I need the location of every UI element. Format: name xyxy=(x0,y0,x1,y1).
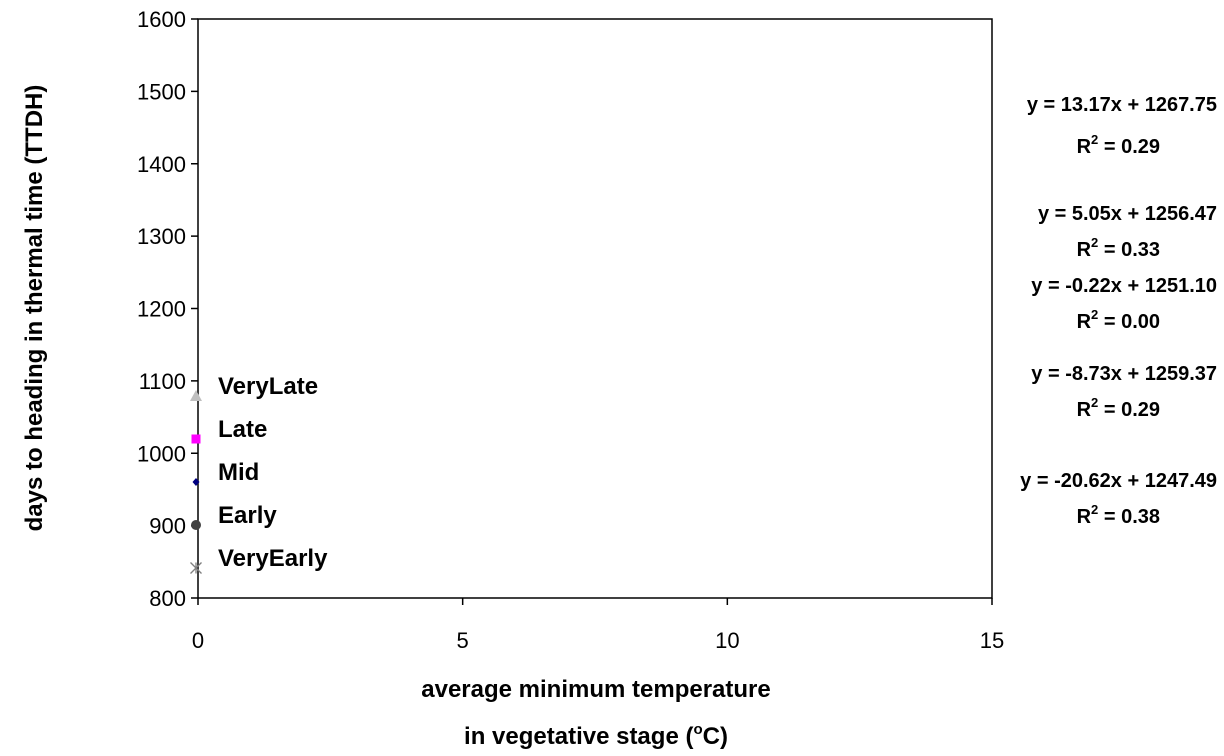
legend-label-early: Early xyxy=(218,502,277,529)
legend-label-late: Late xyxy=(218,416,267,443)
y-tick-label: 1600 xyxy=(137,7,186,32)
y-tick-label: 1300 xyxy=(137,224,186,249)
x-tick-label: 0 xyxy=(192,628,204,653)
x-tick-label: 5 xyxy=(457,628,469,653)
legend-label-veryearly: VeryEarly xyxy=(218,545,328,572)
y-tick-label: 1200 xyxy=(137,297,186,322)
equation-verylate: y = 13.17x + 1267.75 xyxy=(1027,94,1217,116)
y-axis-title: days to heading in thermal time (TTDH) xyxy=(21,85,48,532)
r-squared-late: R2 = 0.33 xyxy=(1077,235,1160,261)
x-tick-label: 15 xyxy=(980,628,1004,653)
y-tick-label: 800 xyxy=(149,586,186,611)
r-squared-verylate: R2 = 0.29 xyxy=(1077,132,1160,158)
legend-label-verylate: VeryLate xyxy=(218,373,318,400)
r-squared-early: R2 = 0.29 xyxy=(1077,395,1160,421)
legend-label-mid: Mid xyxy=(218,459,259,486)
equation-mid: y = -0.22x + 1251.10 xyxy=(1031,275,1217,297)
y-tick-label: 1500 xyxy=(137,79,186,104)
equation-veryearly: y = -20.62x + 1247.49 xyxy=(1020,470,1217,492)
y-tick-label: 900 xyxy=(149,514,186,539)
x-axis-title-line2: in vegetative stage (oC) xyxy=(464,721,728,750)
equation-late: y = 5.05x + 1256.47 xyxy=(1038,203,1217,225)
legend-marker-late xyxy=(192,435,201,444)
y-tick-label: 1100 xyxy=(139,369,186,394)
r-squared-mid: R2 = 0.00 xyxy=(1077,307,1160,333)
x-axis-title-line1: average minimum temperature xyxy=(421,676,770,703)
y-tick-label: 1000 xyxy=(137,441,186,466)
legend-marker-early xyxy=(191,520,201,530)
plot-frame xyxy=(198,19,992,598)
x-tick-label: 10 xyxy=(715,628,739,653)
y-tick-label: 1400 xyxy=(137,152,186,177)
r-squared-veryearly: R2 = 0.38 xyxy=(1077,502,1160,528)
equation-early: y = -8.73x + 1259.37 xyxy=(1031,363,1217,385)
trendline-equations: y = 13.17x + 1267.75 R2 = 0.29 y = 5.05x +… xyxy=(1020,94,1217,528)
